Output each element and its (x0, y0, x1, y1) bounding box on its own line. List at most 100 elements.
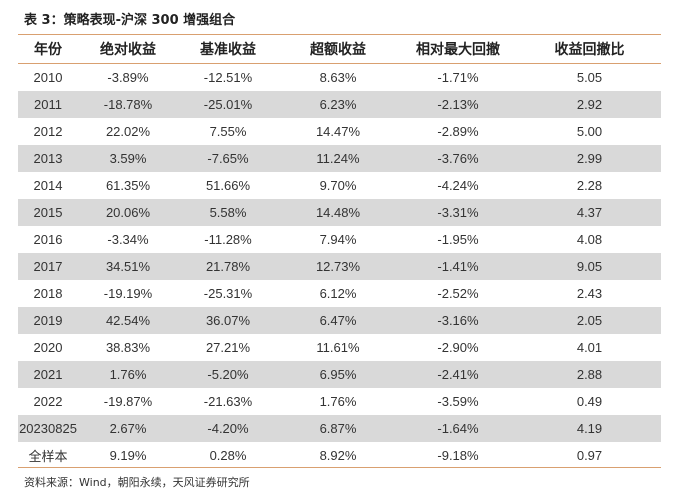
cell-benchmark-return: 7.55% (209, 124, 247, 139)
table-body: 2010 -3.89% -12.51% 8.63% -1.71% 5.05 2011 -18.… (18, 64, 661, 470)
cell-absolute-return: 3.59% (78, 145, 178, 172)
cell-year: 2012 (33, 124, 63, 139)
cell-absolute-return: -3.89% (107, 70, 149, 85)
cell-return-drawdown-ratio: 0.49 (576, 394, 603, 409)
top-rule (18, 34, 661, 35)
cell-benchmark-return: 5.58% (178, 199, 278, 226)
cell-benchmark-return: -21.63% (203, 394, 253, 409)
cell-benchmark-return: -11.28% (204, 232, 252, 247)
performance-table: 年份 绝对收益 基准收益 超额收益 相对最大回撤 收益回撤比 2010 -3.89… (18, 35, 661, 469)
table-row: 2011 -18.78% -25.01% 6.23% -2.13% 2.92 (18, 91, 661, 118)
header-year: 年份 (18, 35, 78, 64)
cell-excess-return: 11.24% (278, 145, 398, 172)
cell-excess-return: 6.87% (278, 415, 398, 442)
bottom-rule (18, 467, 661, 468)
cell-year: 2014 (33, 178, 63, 193)
cell-excess-return: 11.61% (316, 340, 360, 355)
cell-return-drawdown-ratio: 2.92 (518, 91, 661, 118)
cell-benchmark-return: 27.21% (205, 340, 251, 355)
cell-absolute-return: 61.35% (105, 178, 151, 193)
cell-absolute-return: 20.06% (78, 199, 178, 226)
cell-excess-return: 9.70% (319, 178, 357, 193)
cell-relative-max-drawdown: -2.13% (398, 91, 518, 118)
source-note: 资料来源：Wind，朝阳永续，天风证券研究所 (24, 476, 250, 489)
cell-return-drawdown-ratio: 2.28 (576, 178, 603, 193)
cell-return-drawdown-ratio: 2.43 (576, 286, 603, 301)
table-row: 2020 38.83% 27.21% 11.61% -2.90% 4.01 (18, 334, 661, 361)
cell-benchmark-return: -12.51% (203, 70, 253, 85)
cell-benchmark-return: -25.01% (178, 91, 278, 118)
cell-relative-max-drawdown: -3.16% (398, 307, 518, 334)
cell-return-drawdown-ratio: 5.00 (576, 124, 603, 139)
cell-return-drawdown-ratio: 2.88 (518, 361, 661, 388)
cell-absolute-return: -19.87% (103, 394, 153, 409)
cell-excess-return: 6.47% (278, 307, 398, 334)
cell-excess-return: 6.95% (278, 361, 398, 388)
table-row: 2014 61.35% 51.66% 9.70% -4.24% 2.28 (18, 172, 661, 199)
table-row: 2017 34.51% 21.78% 12.73% -1.41% 9.05 (18, 253, 661, 280)
cell-absolute-return: 1.76% (78, 361, 178, 388)
cell-relative-max-drawdown: -2.90% (437, 340, 479, 355)
cell-year: 2016 (33, 232, 63, 247)
cell-relative-max-drawdown: -2.89% (437, 124, 479, 139)
table-row: 2018 -19.19% -25.31% 6.12% -2.52% 2.43 (18, 280, 661, 307)
cell-benchmark-return: 0.28% (209, 448, 247, 463)
cell-relative-max-drawdown: -2.41% (398, 361, 518, 388)
cell-year: 2021 (18, 361, 78, 388)
header-excess-return: 超额收益 (278, 35, 398, 64)
cell-relative-max-drawdown: -4.24% (437, 178, 479, 193)
cell-year: 2020 (33, 340, 63, 355)
cell-absolute-return: 34.51% (78, 253, 178, 280)
cell-relative-max-drawdown: -1.71% (437, 70, 479, 85)
cell-year: 全样本 (28, 449, 68, 464)
cell-year: 2019 (18, 307, 78, 334)
header-relative-max-drawdown: 相对最大回撤 (398, 35, 518, 64)
cell-excess-return: 6.12% (319, 286, 357, 301)
cell-year: 2018 (33, 286, 63, 301)
cell-benchmark-return: 51.66% (205, 178, 251, 193)
cell-absolute-return: -3.34% (107, 232, 149, 247)
cell-relative-max-drawdown: -3.76% (398, 145, 518, 172)
cell-return-drawdown-ratio: 2.99 (518, 145, 661, 172)
cell-absolute-return: 22.02% (105, 124, 151, 139)
cell-excess-return: 8.63% (319, 70, 357, 85)
cell-absolute-return: 38.83% (105, 340, 151, 355)
table-row: 2013 3.59% -7.65% 11.24% -3.76% 2.99 (18, 145, 661, 172)
table-row: 20230825 2.67% -4.20% 6.87% -1.64% 4.19 (18, 415, 661, 442)
cell-relative-max-drawdown: -1.41% (398, 253, 518, 280)
cell-excess-return: 1.76% (319, 394, 357, 409)
cell-return-drawdown-ratio: 4.08 (576, 232, 603, 247)
cell-relative-max-drawdown: -2.52% (437, 286, 479, 301)
table-row: 2012 22.02% 7.55% 14.47% -2.89% 5.00 (18, 118, 661, 145)
cell-benchmark-return: -5.20% (178, 361, 278, 388)
cell-absolute-return: -18.78% (78, 91, 178, 118)
cell-absolute-return: 2.67% (78, 415, 178, 442)
cell-return-drawdown-ratio: 5.05 (576, 70, 603, 85)
table-row: 2021 1.76% -5.20% 6.95% -2.41% 2.88 (18, 361, 661, 388)
table-row: 2010 -3.89% -12.51% 8.63% -1.71% 5.05 (18, 64, 661, 92)
table-row: 2015 20.06% 5.58% 14.48% -3.31% 4.37 (18, 199, 661, 226)
cell-benchmark-return: -4.20% (178, 415, 278, 442)
cell-return-drawdown-ratio: 9.05 (518, 253, 661, 280)
cell-excess-return: 8.92% (319, 448, 357, 463)
cell-year: 2013 (18, 145, 78, 172)
header-benchmark-return: 基准收益 (178, 35, 278, 64)
cell-excess-return: 12.73% (278, 253, 398, 280)
cell-year: 2010 (33, 70, 63, 85)
table-row: 2022 -19.87% -21.63% 1.76% -3.59% 0.49 (18, 388, 661, 415)
cell-absolute-return: 42.54% (78, 307, 178, 334)
table-header-row: 年份 绝对收益 基准收益 超额收益 相对最大回撤 收益回撤比 (18, 35, 661, 64)
cell-relative-max-drawdown: -9.18% (437, 448, 479, 463)
cell-absolute-return: -19.19% (103, 286, 153, 301)
cell-return-drawdown-ratio: 2.05 (518, 307, 661, 334)
cell-return-drawdown-ratio: 4.37 (518, 199, 661, 226)
cell-relative-max-drawdown: -1.64% (398, 415, 518, 442)
header-absolute-return: 绝对收益 (78, 35, 178, 64)
cell-benchmark-return: -25.31% (203, 286, 253, 301)
cell-year: 2015 (18, 199, 78, 226)
cell-absolute-return: 9.19% (109, 448, 147, 463)
cell-relative-max-drawdown: -3.31% (398, 199, 518, 226)
cell-return-drawdown-ratio: 4.19 (518, 415, 661, 442)
cell-relative-max-drawdown: -1.95% (437, 232, 479, 247)
cell-benchmark-return: 21.78% (178, 253, 278, 280)
